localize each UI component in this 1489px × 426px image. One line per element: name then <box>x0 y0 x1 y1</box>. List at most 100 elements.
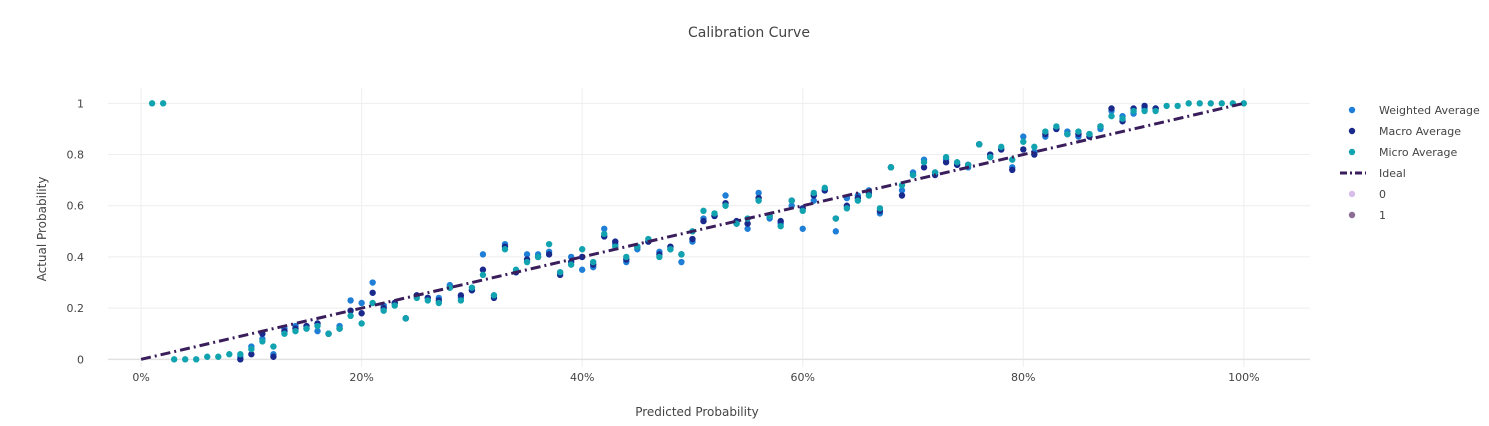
data-point[interactable] <box>215 353 222 360</box>
data-point[interactable] <box>854 197 862 204</box>
data-point[interactable] <box>1152 107 1159 115</box>
data-point[interactable] <box>1075 128 1082 135</box>
data-point[interactable] <box>898 187 906 194</box>
data-point[interactable] <box>1218 100 1225 107</box>
data-point[interactable] <box>678 258 685 266</box>
data-point[interactable] <box>590 258 597 266</box>
data-point[interactable] <box>953 159 961 166</box>
data-point[interactable] <box>700 217 707 225</box>
legend-item[interactable]: Micro Average <box>1348 146 1458 159</box>
data-point[interactable] <box>259 338 266 345</box>
data-point[interactable] <box>578 246 586 253</box>
data-point[interactable] <box>358 320 365 327</box>
data-point[interactable] <box>942 159 950 166</box>
data-point[interactable] <box>1108 105 1115 112</box>
data-point[interactable] <box>325 330 332 337</box>
data-point[interactable] <box>865 192 873 199</box>
data-point[interactable] <box>799 225 806 232</box>
data-point[interactable] <box>678 251 685 258</box>
data-point[interactable] <box>159 100 167 107</box>
data-point[interactable] <box>788 197 795 204</box>
data-point[interactable] <box>832 215 840 222</box>
data-point[interactable] <box>1240 100 1248 107</box>
data-point[interactable] <box>556 269 564 276</box>
data-point[interactable] <box>468 284 476 291</box>
legend-item[interactable]: 0 <box>1348 188 1386 201</box>
data-point[interactable] <box>523 251 531 258</box>
data-point[interactable] <box>270 343 277 350</box>
data-point[interactable] <box>545 240 553 248</box>
data-point[interactable] <box>898 192 906 199</box>
data-point[interactable] <box>612 238 619 245</box>
data-point[interactable] <box>347 297 354 304</box>
data-point[interactable] <box>1185 100 1192 107</box>
data-point[interactable] <box>1053 123 1060 130</box>
data-point[interactable] <box>700 207 707 215</box>
data-point[interactable] <box>1141 102 1148 110</box>
data-point[interactable] <box>369 299 376 307</box>
data-point[interactable] <box>656 253 663 261</box>
data-point[interactable] <box>920 159 928 166</box>
data-point[interactable] <box>314 327 321 335</box>
data-point[interactable] <box>248 351 255 358</box>
data-point[interactable] <box>1119 115 1126 122</box>
data-point[interactable] <box>1086 130 1093 138</box>
data-point[interactable] <box>292 327 299 335</box>
legend-item[interactable]: Weighted Average <box>1348 104 1480 117</box>
data-point[interactable] <box>281 330 288 337</box>
data-point[interactable] <box>193 356 200 363</box>
data-point[interactable] <box>1130 107 1137 115</box>
data-point[interactable] <box>931 169 939 176</box>
data-point[interactable] <box>402 315 409 322</box>
data-point[interactable] <box>248 345 255 353</box>
data-point[interactable] <box>457 297 465 304</box>
data-point[interactable] <box>722 202 729 209</box>
data-point[interactable] <box>998 143 1005 151</box>
data-point[interactable] <box>226 351 233 358</box>
data-point[interactable] <box>887 164 895 171</box>
data-point[interactable] <box>1196 100 1203 107</box>
data-point[interactable] <box>181 356 189 363</box>
data-point[interactable] <box>303 325 310 332</box>
data-point[interactable] <box>689 235 696 243</box>
data-point[interactable] <box>479 266 487 273</box>
data-point[interactable] <box>876 205 884 212</box>
data-point[interactable] <box>1141 107 1148 115</box>
data-point[interactable] <box>148 100 156 107</box>
data-point[interactable] <box>1031 143 1038 151</box>
data-point[interactable] <box>1163 102 1170 110</box>
data-point[interactable] <box>909 171 917 179</box>
data-point[interactable] <box>314 322 321 330</box>
data-point[interactable] <box>1108 112 1115 120</box>
data-point[interactable] <box>545 251 553 258</box>
data-point[interactable] <box>1020 138 1027 145</box>
data-point[interactable] <box>920 164 928 171</box>
plot-area[interactable] <box>140 100 1248 363</box>
data-point[interactable] <box>1020 146 1027 153</box>
data-point[interactable] <box>1207 100 1214 107</box>
data-point[interactable] <box>501 246 509 253</box>
data-point[interactable] <box>479 271 487 279</box>
data-point[interactable] <box>490 292 498 299</box>
data-point[interactable] <box>336 325 343 332</box>
data-point[interactable] <box>380 307 387 314</box>
data-point[interactable] <box>424 297 431 304</box>
data-point[interactable] <box>578 266 586 273</box>
data-point[interactable] <box>237 351 244 358</box>
data-point[interactable] <box>479 251 487 258</box>
data-point[interactable] <box>975 141 983 148</box>
data-point[interactable] <box>623 253 630 261</box>
data-point[interactable] <box>777 217 784 225</box>
data-point[interactable] <box>744 220 751 227</box>
data-point[interactable] <box>369 289 376 296</box>
data-point[interactable] <box>755 189 762 197</box>
data-point[interactable] <box>567 261 575 268</box>
data-point[interactable] <box>711 210 718 217</box>
legend-item[interactable]: Macro Average <box>1348 125 1461 138</box>
data-point[interactable] <box>1064 130 1071 138</box>
legend-item[interactable]: Ideal <box>1340 167 1406 180</box>
data-point[interactable] <box>457 292 465 299</box>
ideal-line[interactable] <box>140 101 1245 361</box>
data-point[interactable] <box>270 353 277 360</box>
data-point[interactable] <box>755 197 762 204</box>
